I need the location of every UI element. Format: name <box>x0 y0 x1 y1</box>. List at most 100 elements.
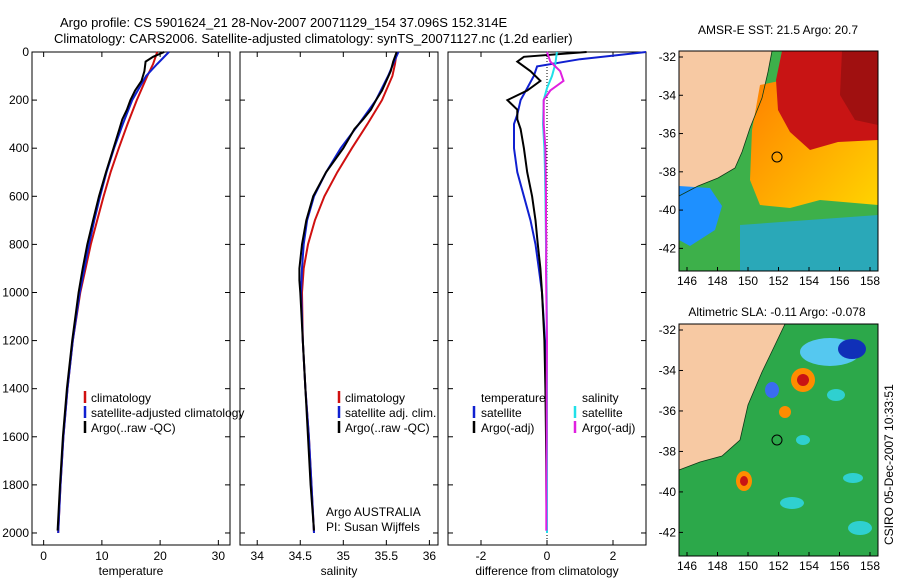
credit-line-2: PI: Susan Wijffels <box>326 520 420 534</box>
sla-cyan-patch <box>780 497 804 509</box>
sla-cyan-patch <box>848 521 872 535</box>
legend-label: Argo(-adj) <box>582 421 635 435</box>
sla-strong-high <box>797 374 809 386</box>
legend-label: climatology <box>345 391 405 405</box>
map-x-tick-label: 154 <box>799 559 819 573</box>
legend-label: Argo(..raw -QC) <box>91 421 176 435</box>
map-x-tick-label: 158 <box>860 274 880 288</box>
sla-warm-core-south <box>740 476 748 486</box>
y-tick-label: 400 <box>9 141 29 155</box>
legend-label: satellite <box>582 406 623 420</box>
y-tick-label: 1600 <box>2 430 29 444</box>
sla-float-marker <box>771 434 783 446</box>
legend-label: climatology <box>91 391 151 405</box>
temperature-xlabel: temperature <box>99 564 164 578</box>
header-line-1: Argo profile: CS 5901624_21 28-Nov-2007 … <box>60 15 507 30</box>
temperature-legend: climatology satellite-adjusted climatolo… <box>83 391 244 435</box>
sst-map <box>678 50 879 272</box>
credit-line-1: Argo AUSTRALIA <box>326 505 421 519</box>
y-tick-label: 600 <box>9 189 29 203</box>
map-x-tick-label: 146 <box>677 559 697 573</box>
x-tick-label: 35.5 <box>375 549 399 563</box>
map-x-tick-label: 150 <box>738 274 758 288</box>
difference-xlabel: difference from climatology <box>475 564 618 578</box>
x-tick-label: 30 <box>212 549 226 563</box>
depth-axis: 0 200 400 600 800 1000 1200 1400 1600 1800 2000 <box>2 45 646 540</box>
temperature-panel <box>31 51 231 546</box>
difference-profiles <box>505 51 647 534</box>
salinity-panel <box>239 51 439 546</box>
salinity-x-axis: 34 34.5 35 35.5 36 <box>251 52 437 563</box>
x-tick-label: 20 <box>153 549 167 563</box>
sla-coastline <box>678 323 786 471</box>
difference-legend: temperature satellite Argo(-adj) salinit… <box>472 391 635 435</box>
map-x-tick-label: 148 <box>707 274 727 288</box>
y-tick-label: 1200 <box>2 334 29 348</box>
map-y-tick-label: -32 <box>659 50 677 64</box>
map-y-tick-label: -32 <box>659 323 677 337</box>
map-y-tick-label: -42 <box>659 241 677 255</box>
series-line <box>505 51 587 531</box>
y-tick-label: 1000 <box>2 285 29 299</box>
sst-hottest-core <box>840 51 878 125</box>
difference-x-axis: -2 0 2 <box>476 52 617 563</box>
sla-strong-low <box>838 339 866 359</box>
sla-ocean <box>679 324 878 556</box>
x-tick-label: 2 <box>610 549 617 563</box>
sla-warm-eddy <box>779 406 791 418</box>
y-tick-label: 200 <box>9 93 29 107</box>
y-tick-label: 2000 <box>2 526 29 540</box>
temperature-x-axis: 0 10 20 30 <box>40 52 225 563</box>
sla-low-eddy <box>765 382 779 398</box>
series-line <box>56 51 165 531</box>
x-tick-label: 0 <box>40 549 47 563</box>
salinity-legend: climatology satellite adj. clim. Argo(..… <box>337 391 436 435</box>
x-tick-label: 36 <box>423 549 437 563</box>
y-tick-label: 800 <box>9 237 29 251</box>
sst-float-marker <box>771 151 783 163</box>
x-tick-label: 0 <box>544 549 551 563</box>
sla-cyan-patch <box>843 473 863 483</box>
map-x-tick-label: 146 <box>677 274 697 288</box>
map-y-tick-label: -42 <box>659 525 677 539</box>
sst-cold-shelf <box>679 186 722 246</box>
map-y-tick-label: -34 <box>659 363 677 377</box>
map-x-tick-label: 150 <box>738 559 758 573</box>
sst-map-title: AMSR-E SST: 21.5 Argo: 20.7 <box>698 23 858 37</box>
map-x-tick-label: 156 <box>829 559 849 573</box>
x-tick-label: 10 <box>95 549 109 563</box>
map-x-tick-label: 154 <box>799 274 819 288</box>
sst-southern-band <box>740 215 878 271</box>
sla-cyan-patch <box>827 389 845 401</box>
temperature-profiles <box>56 51 170 534</box>
salinity-xlabel: salinity <box>321 564 358 578</box>
map-x-tick-label: 148 <box>707 559 727 573</box>
map-y-tick-label: -40 <box>659 485 677 499</box>
sla-map <box>678 323 879 557</box>
legend-label: satellite adj. clim. <box>345 406 436 420</box>
sla-map-axis: -32 -34 -36 -38 -40 -42 146 148 150 152 154 156 158 <box>659 323 881 573</box>
sla-cyan-patch <box>796 435 810 445</box>
series-line <box>542 51 565 531</box>
map-y-tick-label: -38 <box>659 444 677 458</box>
salinity-profiles <box>298 51 400 534</box>
legend-label: satellite-adjusted climatology <box>91 406 244 420</box>
x-tick-label: -2 <box>476 549 487 563</box>
map-x-tick-label: 158 <box>860 559 880 573</box>
map-x-tick-label: 156 <box>829 274 849 288</box>
header-line-2: Climatology: CARS2006. Satellite-adjuste… <box>54 31 573 46</box>
legend-label: satellite <box>481 406 522 420</box>
map-y-tick-label: -40 <box>659 203 677 217</box>
y-tick-label: 1800 <box>2 478 29 492</box>
sla-map-title: Altimetric SLA: -0.11 Argo: -0.078 <box>688 305 866 319</box>
legend-label: Argo(..raw -QC) <box>345 421 430 435</box>
legend-title-salinity: salinity <box>582 391 619 405</box>
map-y-tick-label: -36 <box>659 404 677 418</box>
legend-title-temperature: temperature <box>481 391 546 405</box>
x-tick-label: 34.5 <box>289 549 313 563</box>
timestamp-side-label: CSIRO 05-Dec-2007 10:33:51 <box>882 384 896 545</box>
series-line <box>298 51 398 531</box>
x-tick-label: 35 <box>337 549 351 563</box>
map-y-tick-label: -38 <box>659 165 677 179</box>
y-tick-label: 1400 <box>2 382 29 396</box>
